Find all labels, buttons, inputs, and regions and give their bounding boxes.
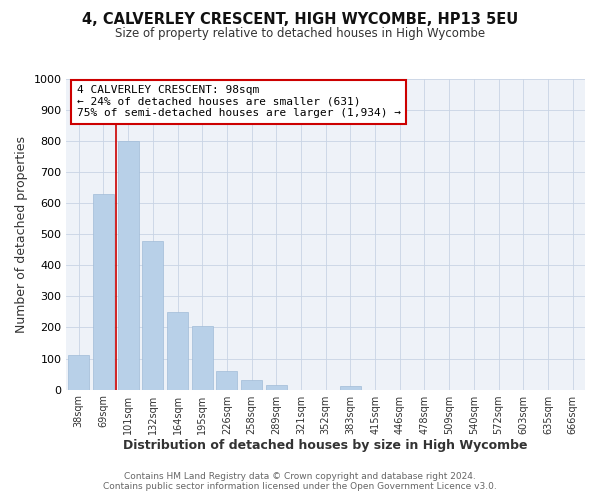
Bar <box>217 371 238 390</box>
Y-axis label: Number of detached properties: Number of detached properties <box>15 136 28 333</box>
Bar <box>118 141 139 390</box>
Bar <box>266 385 287 390</box>
Bar <box>93 194 114 390</box>
X-axis label: Distribution of detached houses by size in High Wycombe: Distribution of detached houses by size … <box>124 440 528 452</box>
Text: Contains public sector information licensed under the Open Government Licence v3: Contains public sector information licen… <box>103 482 497 491</box>
Bar <box>241 380 262 390</box>
Bar <box>68 356 89 390</box>
Text: 4, CALVERLEY CRESCENT, HIGH WYCOMBE, HP13 5EU: 4, CALVERLEY CRESCENT, HIGH WYCOMBE, HP1… <box>82 12 518 28</box>
Bar <box>192 326 213 390</box>
Bar <box>142 240 163 390</box>
Text: 4 CALVERLEY CRESCENT: 98sqm
← 24% of detached houses are smaller (631)
75% of se: 4 CALVERLEY CRESCENT: 98sqm ← 24% of det… <box>77 85 401 118</box>
Bar <box>340 386 361 390</box>
Text: Contains HM Land Registry data © Crown copyright and database right 2024.: Contains HM Land Registry data © Crown c… <box>124 472 476 481</box>
Text: Size of property relative to detached houses in High Wycombe: Size of property relative to detached ho… <box>115 28 485 40</box>
Bar <box>167 312 188 390</box>
